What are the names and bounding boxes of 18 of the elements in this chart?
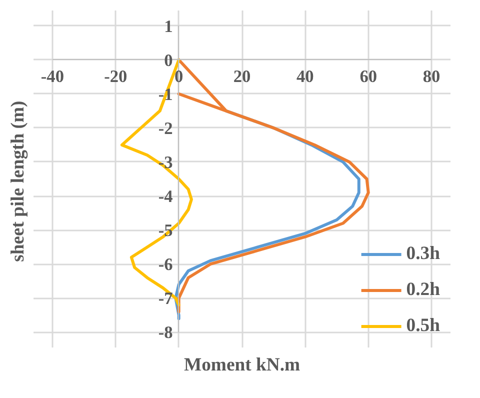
y-tick-label: -7 <box>158 289 174 308</box>
y-tick-label: -2 <box>158 118 173 138</box>
y-tick-label: -6 <box>158 255 174 274</box>
legend-label: 0.2h <box>406 279 440 301</box>
legend-label: 0.5h <box>406 315 440 337</box>
x-tick-label: 60 <box>360 66 378 86</box>
y-tick-label: 1 <box>164 16 173 36</box>
x-tick-label: 40 <box>296 66 314 86</box>
y-tick-label: -4 <box>158 187 174 206</box>
legend-label: 0.3h <box>406 243 440 265</box>
x-axis-title: Moment kN.m <box>184 354 300 376</box>
x-tick-label: -20 <box>104 66 128 86</box>
y-axis-title: sheet pile length (m) <box>8 100 28 262</box>
x-tick-label: 80 <box>422 66 440 86</box>
x-tick-label: -40 <box>40 66 64 86</box>
y-tick-label: 0 <box>164 50 173 70</box>
x-tick-label: 20 <box>233 66 251 86</box>
y-tick-label: -8 <box>158 323 174 342</box>
